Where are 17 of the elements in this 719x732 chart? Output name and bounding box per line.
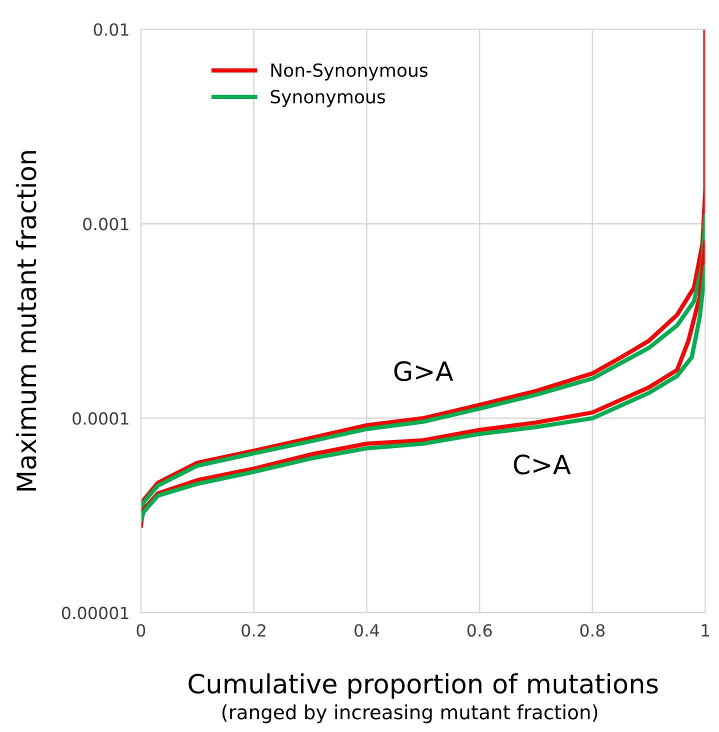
x-tick-label: 0.6 xyxy=(467,624,492,637)
x-tick-label: 1 xyxy=(702,624,710,636)
legend-label: Synonymous xyxy=(270,90,385,108)
x-tick-label: 0 xyxy=(136,624,146,637)
y-tick-label: 0.001 xyxy=(83,218,128,230)
x-tick-label: 0.8 xyxy=(580,624,605,637)
annotation: C>A xyxy=(514,454,571,474)
x-tick-label: 0.4 xyxy=(354,624,380,637)
y-axis-title: Maximum mutant fraction xyxy=(16,151,36,490)
y-tick-label: 0.0001 xyxy=(72,412,128,425)
legend-label: Non-Synonymous xyxy=(271,63,428,81)
y-tick-label: 0.01 xyxy=(94,23,128,36)
text: (ranged by increasing mutant fraction) xyxy=(222,704,598,724)
x-axis-title: Cumulative proportion of mutations xyxy=(188,673,658,699)
annotation: G>A xyxy=(394,361,454,382)
x-tick-label: 0.2 xyxy=(242,624,266,637)
y-tick-label: 0.00001 xyxy=(62,606,128,620)
